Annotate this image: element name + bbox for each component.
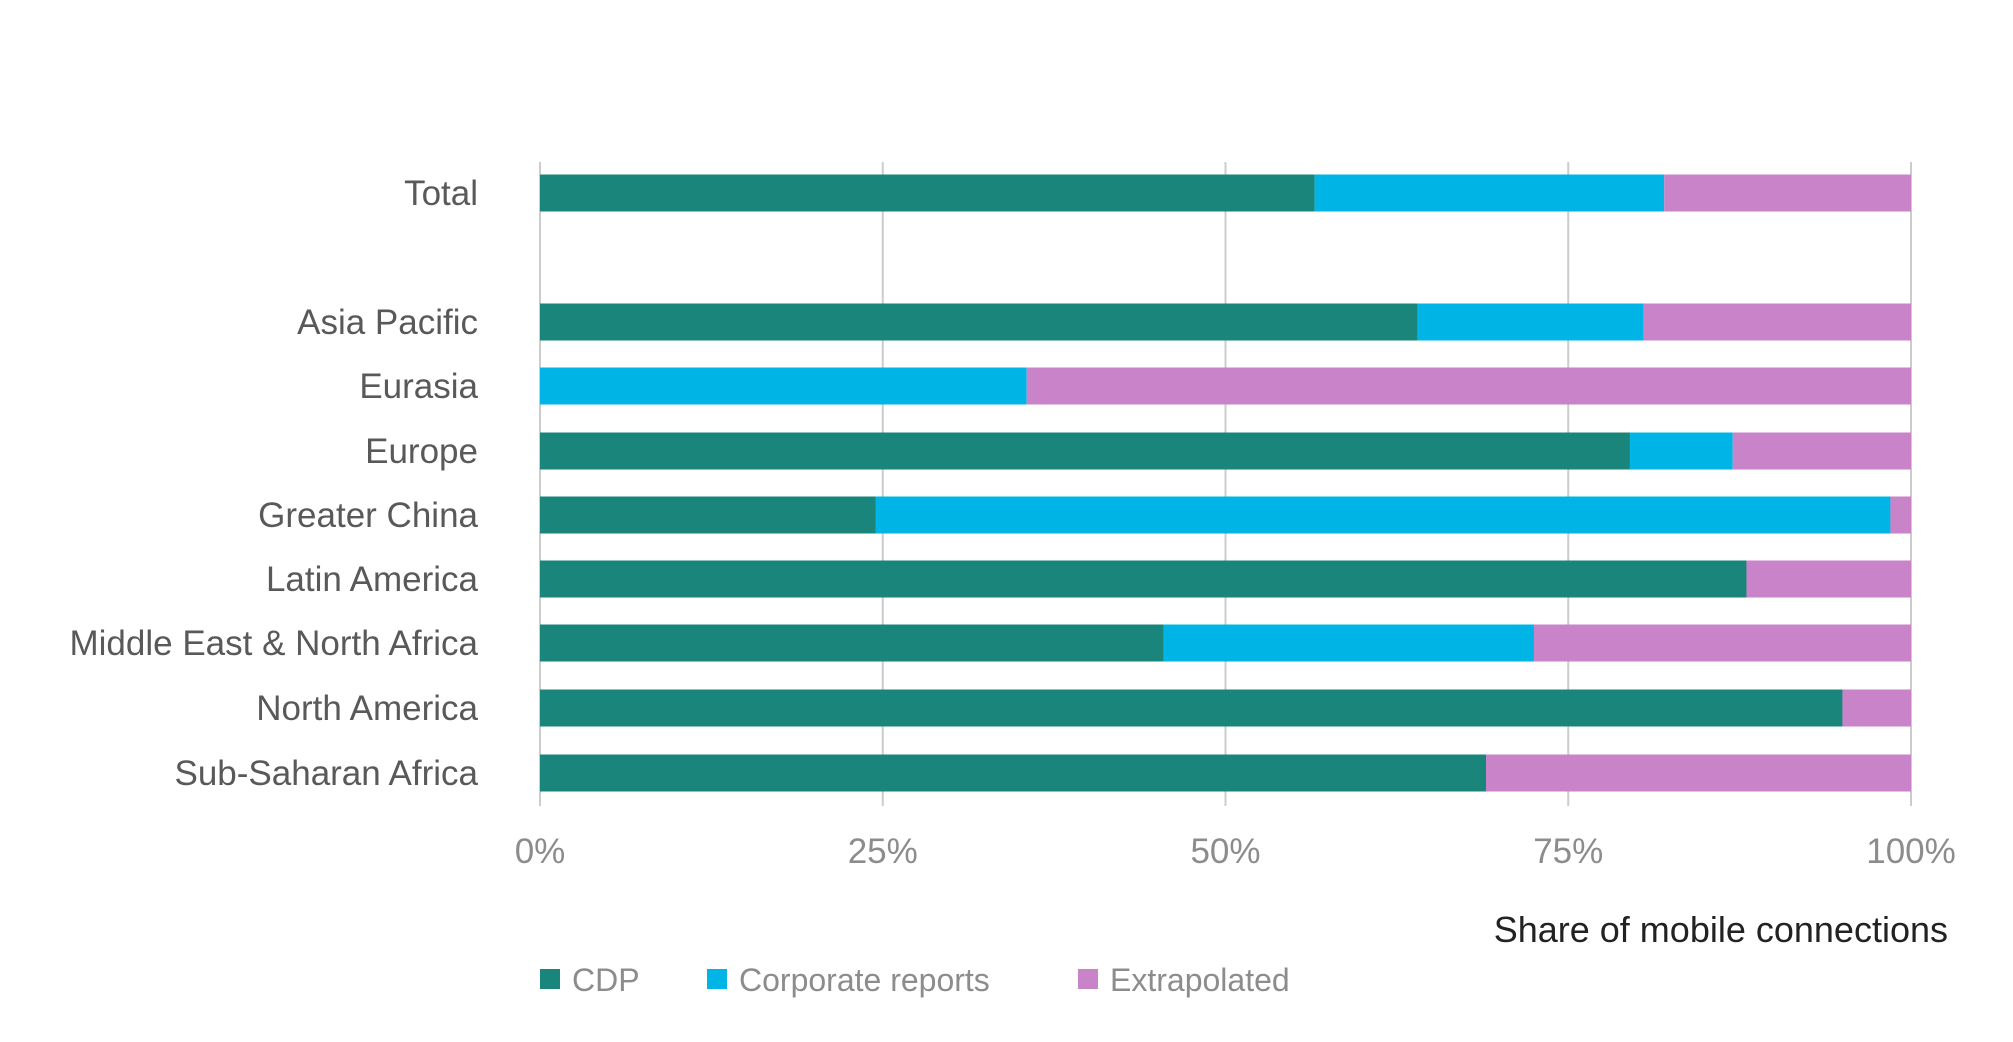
category-label: Europe: [365, 432, 478, 471]
bar-segment: [1314, 174, 1665, 212]
category-label: Eurasia: [359, 367, 478, 406]
bar-segment: [1746, 560, 1911, 598]
category-label: Sub-Saharan Africa: [174, 754, 478, 793]
bar-segment: [1890, 496, 1911, 534]
bar-segment: [540, 624, 1164, 662]
bar-segment: [540, 754, 1486, 792]
category-label: Latin America: [266, 560, 479, 599]
legend-swatch: [540, 969, 560, 989]
x-tick-label: 100%: [1866, 832, 1956, 871]
x-tick-labels: 0% 25% 50% 75% 100%: [515, 832, 1956, 871]
category-label: Asia Pacific: [297, 303, 478, 342]
legend-label: Extrapolated: [1110, 962, 1290, 998]
legend-label: Corporate reports: [739, 962, 990, 998]
bar-segment: [1417, 303, 1644, 341]
legend: CDP Corporate reports Extrapolated: [540, 962, 1290, 998]
legend-swatch: [707, 969, 727, 989]
category-label: Greater China: [258, 496, 478, 535]
bar-segment: [540, 174, 1315, 212]
bar-segment: [540, 689, 1843, 727]
x-tick-label: 50%: [1190, 832, 1260, 871]
bar-segment: [540, 560, 1747, 598]
category-label: Middle East & North Africa: [70, 624, 479, 663]
category-labels: Total Asia Pacific Eurasia Europe Greater Ch…: [70, 174, 479, 793]
bar-segment: [540, 496, 876, 534]
category-label: North America: [256, 689, 478, 728]
bar-segment: [1163, 624, 1534, 662]
legend-label: CDP: [572, 962, 640, 998]
bar-segment: [1485, 754, 1911, 792]
x-axis-title: Share of mobile connections: [1494, 909, 1948, 950]
bars: [540, 174, 1911, 792]
bar-segment: [875, 496, 1891, 534]
x-tick-label: 25%: [848, 832, 918, 871]
bar-segment: [1629, 432, 1733, 470]
bar-segment: [540, 303, 1418, 341]
bar-segment: [1026, 367, 1911, 405]
category-label: Total: [404, 174, 478, 213]
x-tick-label: 75%: [1533, 832, 1603, 871]
x-tick-label: 0%: [515, 832, 566, 871]
bar-segment: [1732, 432, 1911, 470]
bar-segment: [540, 367, 1027, 405]
bar-segment: [1842, 689, 1911, 727]
legend-swatch: [1078, 969, 1098, 989]
bar-segment: [540, 432, 1630, 470]
bar-segment: [1533, 624, 1911, 662]
bar-segment: [1664, 174, 1911, 212]
bar-segment: [1643, 303, 1911, 341]
